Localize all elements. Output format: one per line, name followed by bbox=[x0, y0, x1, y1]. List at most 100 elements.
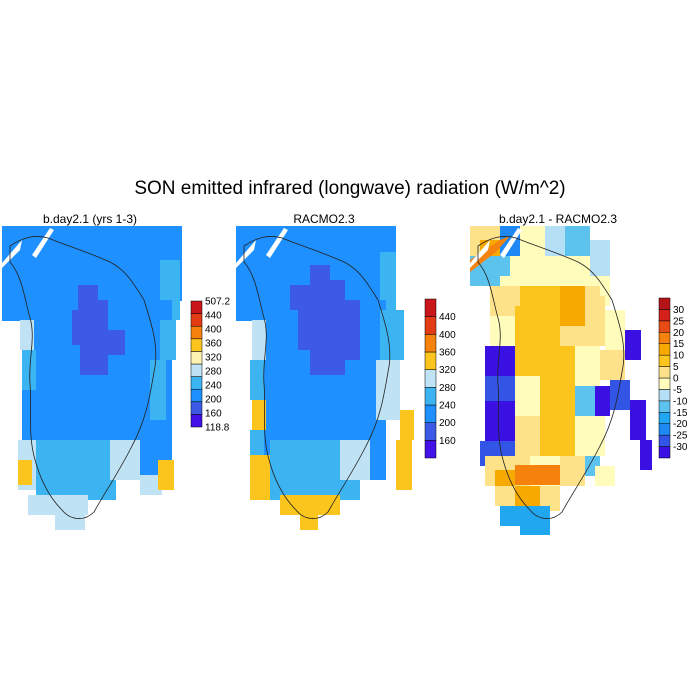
field-cell bbox=[300, 510, 318, 530]
colorbar-tick-label: -25 bbox=[673, 431, 688, 442]
coastline bbox=[243, 236, 391, 519]
field-cell bbox=[380, 252, 396, 312]
field-cell bbox=[540, 506, 550, 526]
colorbar-tick-label: 440 bbox=[205, 311, 222, 322]
sea-gap bbox=[2, 240, 22, 268]
colorbar-swatch bbox=[424, 387, 437, 406]
panel-title: b.day2.1 - RACMO2.3 bbox=[499, 212, 617, 226]
field-cell bbox=[630, 400, 646, 440]
colorbar-tick-label: 10 bbox=[673, 351, 685, 362]
colorbar-swatch bbox=[658, 297, 671, 310]
colorbar-swatch bbox=[424, 440, 437, 459]
field-cell bbox=[158, 460, 174, 490]
field-cell bbox=[252, 400, 266, 430]
colorbar-tick-label: -15 bbox=[673, 408, 688, 419]
colorbar-tick-label: 280 bbox=[439, 383, 456, 394]
colorbar-tick-label: -10 bbox=[673, 396, 688, 407]
coastline bbox=[9, 236, 157, 519]
colorbar-observation: 160 200 240 280 320 360 400 440 bbox=[424, 298, 456, 459]
coastline bbox=[477, 236, 625, 519]
colorbar-swatch bbox=[190, 388, 203, 403]
colorbar-swatch bbox=[658, 332, 671, 344]
colorbar-swatch bbox=[658, 354, 671, 367]
field-cell bbox=[250, 430, 264, 455]
field-cell bbox=[515, 306, 560, 346]
colorbar-swatch bbox=[424, 422, 437, 441]
sea-gap bbox=[266, 228, 288, 258]
colorbar-swatch bbox=[424, 316, 437, 335]
field-cell bbox=[610, 380, 630, 410]
colorbar-swatch bbox=[190, 376, 203, 390]
map-field bbox=[470, 226, 652, 535]
sea-gap bbox=[500, 228, 522, 258]
field-cell bbox=[140, 475, 162, 495]
colorbar-tick-label: 160 bbox=[205, 409, 222, 420]
field-cell bbox=[340, 440, 370, 480]
colorbar-swatch bbox=[190, 363, 203, 377]
colorbar-model: 118.8 160 200 240 280 320 360 400 440 507.2 bbox=[190, 297, 230, 434]
field-cell bbox=[605, 310, 625, 350]
colorbar-swatch bbox=[658, 320, 671, 333]
colorbar-swatch bbox=[190, 300, 203, 314]
colorbar-tick-label: 360 bbox=[439, 348, 456, 359]
colorbar-swatch bbox=[190, 414, 203, 428]
sea-gap bbox=[470, 240, 490, 268]
field-cell bbox=[470, 236, 510, 272]
field-cell bbox=[545, 226, 565, 256]
field-cell bbox=[150, 360, 166, 420]
colorbar-tick-label: -30 bbox=[673, 442, 688, 453]
colorbar-tick-label: 25 bbox=[673, 316, 685, 327]
panel-title: RACMO2.3 bbox=[293, 212, 355, 226]
field-cell bbox=[36, 440, 116, 500]
field-cell bbox=[55, 510, 85, 530]
field-cell bbox=[485, 346, 515, 376]
colorbar-tick-label: 200 bbox=[205, 395, 222, 406]
colorbar-swatch bbox=[424, 404, 437, 423]
field-cell bbox=[160, 320, 176, 360]
field-cell bbox=[595, 466, 615, 486]
colorbar-tick-label: 20 bbox=[673, 328, 685, 339]
panel-difference: b.day2.1 - RACMO2.3 bbox=[470, 212, 652, 535]
colorbar-tick-label: 400 bbox=[439, 330, 456, 341]
field-cell bbox=[540, 486, 560, 511]
colorbar-tick-label: 280 bbox=[205, 367, 222, 378]
colorbar-tick-label: -20 bbox=[673, 419, 688, 430]
colorbar-swatch bbox=[424, 351, 437, 370]
field-cell bbox=[540, 376, 575, 456]
colorbar-swatch bbox=[658, 412, 671, 424]
colorbar-swatch bbox=[658, 343, 671, 356]
field-cell bbox=[22, 350, 36, 390]
colorbar-swatch bbox=[658, 366, 671, 379]
colorbar-tick-label: 240 bbox=[439, 401, 456, 412]
colorbar-swatch bbox=[658, 400, 671, 413]
colorbar-tick-label: 0 bbox=[673, 374, 679, 385]
colorbar-tick-label: 400 bbox=[205, 325, 222, 336]
colorbar-swatch bbox=[190, 401, 203, 415]
field-cell bbox=[20, 320, 34, 350]
map-field bbox=[2, 226, 182, 530]
colorbar-swatch bbox=[190, 325, 203, 340]
field-cell bbox=[575, 346, 600, 386]
colorbar-swatch bbox=[190, 351, 203, 365]
field-cell bbox=[560, 456, 585, 486]
field-cell bbox=[515, 416, 540, 456]
field-cell bbox=[515, 376, 540, 416]
field-cell bbox=[400, 410, 414, 440]
field-cell bbox=[2, 258, 22, 300]
field-cell bbox=[290, 265, 360, 375]
colorbar-tick-label: 160 bbox=[439, 436, 456, 447]
field-cell bbox=[495, 486, 515, 506]
panel-model: b.day2.1 (yrs 1-3) bbox=[2, 212, 182, 530]
colorbar-swatch bbox=[190, 338, 203, 352]
colorbar-tick-label: 118.8 bbox=[205, 423, 230, 434]
colorbar-swatch bbox=[424, 298, 437, 317]
field-cell bbox=[110, 440, 140, 480]
field-cell bbox=[280, 495, 340, 515]
field-cell bbox=[515, 486, 540, 506]
colorbar-tick-label: 507.2 bbox=[205, 297, 230, 308]
field-cell bbox=[515, 465, 540, 485]
colorbar-swatch bbox=[658, 423, 671, 436]
figure-title: SON emitted infrared (longwave) radiatio… bbox=[134, 178, 566, 199]
field-cell bbox=[640, 440, 652, 470]
